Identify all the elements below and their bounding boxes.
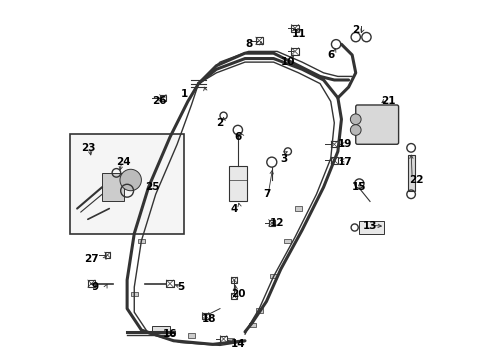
Bar — [295, 206, 302, 211]
Text: 18: 18 — [202, 314, 217, 324]
Bar — [408, 155, 415, 191]
Text: 9: 9 — [92, 282, 98, 292]
Text: 23: 23 — [81, 143, 95, 153]
Text: 5: 5 — [177, 282, 184, 292]
Bar — [227, 338, 234, 342]
Bar — [138, 239, 145, 243]
Bar — [359, 221, 384, 234]
Text: 24: 24 — [117, 157, 131, 167]
Text: 8: 8 — [245, 39, 252, 49]
FancyBboxPatch shape — [356, 105, 398, 144]
Text: 2: 2 — [352, 25, 360, 35]
Text: 10: 10 — [281, 57, 295, 67]
Text: 15: 15 — [352, 182, 367, 192]
Text: 20: 20 — [231, 289, 245, 299]
Bar — [148, 185, 156, 189]
Circle shape — [120, 169, 142, 191]
Bar — [188, 333, 195, 338]
Text: 2: 2 — [217, 118, 223, 128]
Text: 1: 1 — [181, 89, 188, 99]
Text: 22: 22 — [409, 175, 424, 185]
Bar — [229, 166, 247, 202]
Circle shape — [350, 114, 361, 125]
Text: 3: 3 — [281, 154, 288, 163]
Bar — [270, 274, 277, 278]
Bar — [102, 173, 123, 202]
Text: 26: 26 — [152, 96, 167, 107]
Bar — [256, 308, 263, 312]
Bar — [284, 239, 292, 243]
Text: 7: 7 — [263, 189, 270, 199]
Text: 14: 14 — [231, 339, 245, 349]
Text: 12: 12 — [270, 218, 285, 228]
Text: 25: 25 — [145, 182, 159, 192]
Text: 6: 6 — [327, 50, 334, 60]
Text: 11: 11 — [292, 28, 306, 39]
Text: 13: 13 — [363, 221, 377, 231]
Text: 17: 17 — [338, 157, 352, 167]
Bar — [70, 134, 184, 234]
Text: 6: 6 — [234, 132, 242, 142]
Text: 4: 4 — [231, 203, 238, 213]
Text: 19: 19 — [338, 139, 352, 149]
Text: 16: 16 — [163, 329, 177, 339]
Circle shape — [350, 125, 361, 135]
Text: 21: 21 — [381, 96, 395, 107]
Text: 27: 27 — [84, 253, 98, 264]
Bar — [248, 323, 256, 327]
Bar — [152, 327, 170, 336]
Bar — [131, 292, 138, 296]
